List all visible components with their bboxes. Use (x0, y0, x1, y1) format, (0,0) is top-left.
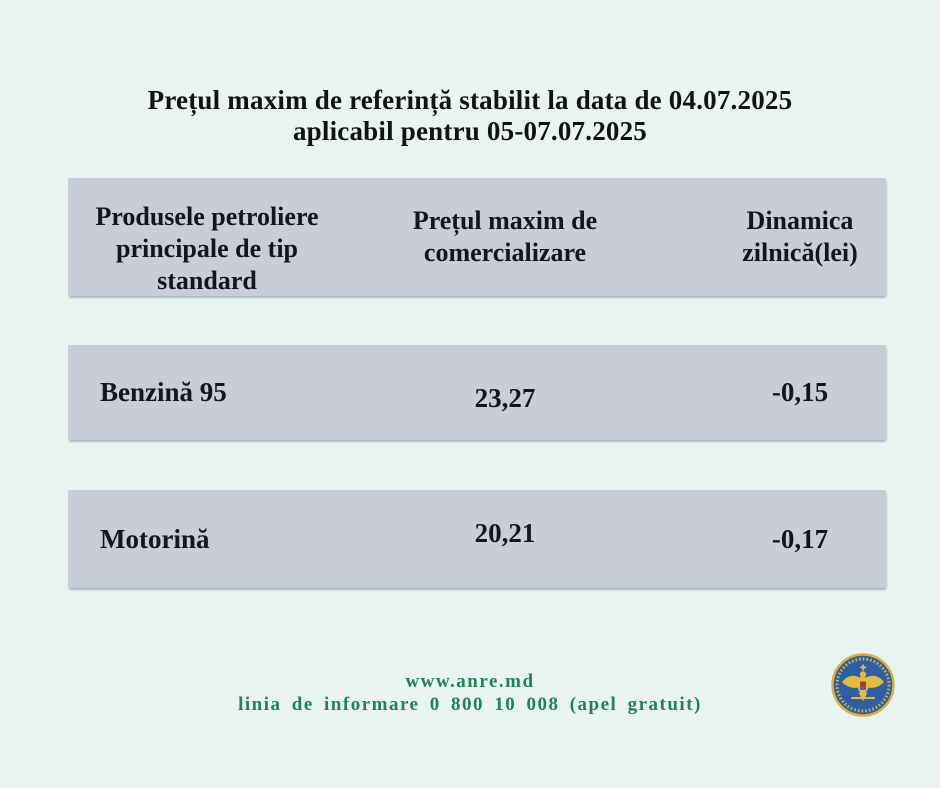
column-header-max-price: Prețul maxim de comercializare (412, 206, 598, 267)
info-line: linia de informare 0 800 10 008 (apel gr… (238, 694, 702, 715)
daily-dynamic-value: -0,17 (771, 523, 829, 554)
daily-dynamic-value: -0,15 (771, 377, 829, 407)
product-name: Benzină 95 (100, 377, 227, 407)
table-row-motorina: Motorină 20,21 -0,17 (68, 490, 886, 588)
eagle-emblem (842, 664, 884, 701)
page-title: Prețul maxim de referință stabilit la da… (0, 0, 940, 147)
column-header-daily-dynamic: Dinamica zilnică(lei) (742, 206, 858, 267)
max-price-value: 23,27 (474, 383, 536, 413)
footer: www.anre.md linia de informare 0 800 10 … (0, 670, 940, 716)
product-name: Motorină (100, 523, 210, 554)
anre-moldova-seal-logo (831, 653, 895, 717)
column-header-products: Produsele petroliere principale de tip s… (95, 202, 319, 295)
max-price-value: 20,21 (474, 517, 536, 548)
table-row-benzina: Benzină 95 23,27 -0,15 (68, 345, 886, 440)
title-line1: Prețul maxim de referință stabilit la da… (147, 85, 793, 115)
title-line2: aplicabil pentru 05-07.07.2025 (292, 116, 648, 146)
website-url: www.anre.md (405, 671, 535, 692)
table-header-row: Produsele petroliere principale de tip s… (68, 178, 886, 296)
